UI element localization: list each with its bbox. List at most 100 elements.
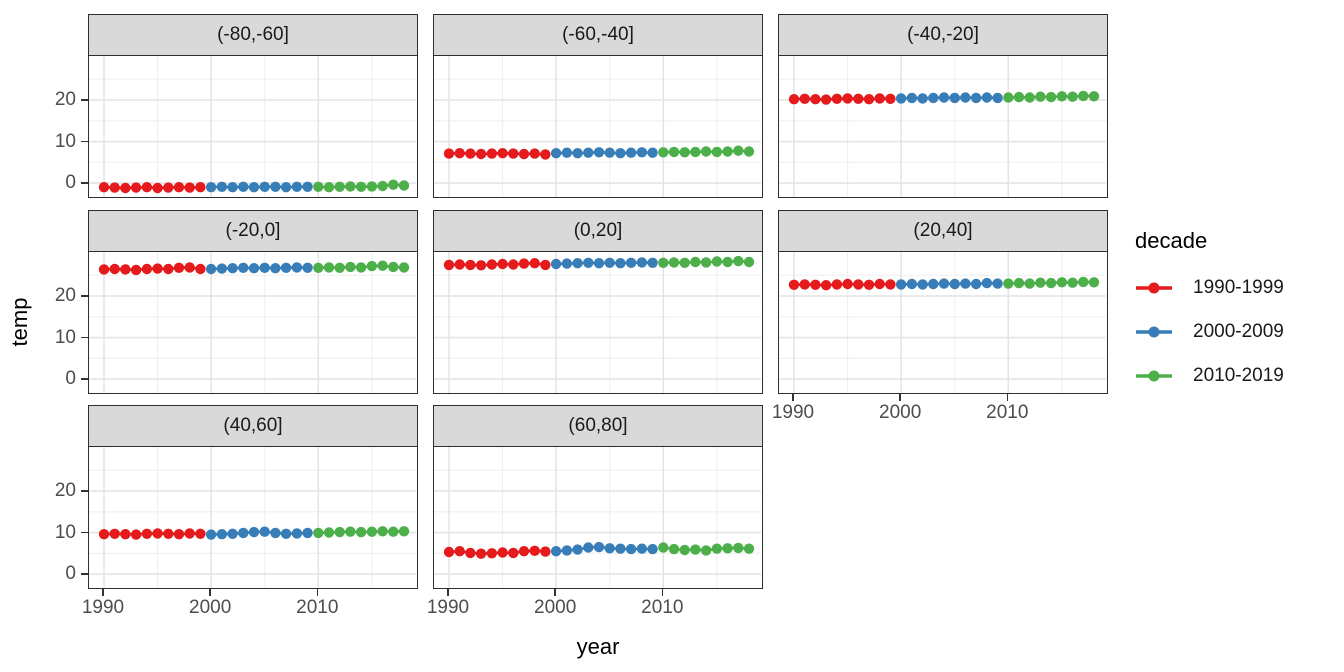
data-point	[831, 93, 843, 104]
series-line-2000-2009	[211, 530, 308, 536]
data-point	[690, 146, 701, 158]
legend-key-icon	[1136, 326, 1172, 338]
facet-plot-panel	[433, 56, 763, 198]
data-point	[163, 182, 174, 193]
data-point	[690, 544, 701, 555]
facet-plot-panel	[88, 447, 418, 589]
legend: decade 1990-1999 2000-2009 2010-2019	[1135, 228, 1284, 408]
data-point	[711, 146, 723, 158]
data-point	[788, 279, 800, 290]
facet-canvas	[434, 447, 761, 588]
y-axis-tick-label: 0	[65, 368, 76, 390]
data-point	[355, 262, 367, 273]
data-point	[615, 258, 626, 269]
data-point	[1045, 277, 1057, 289]
data-point	[1035, 277, 1046, 288]
y-axis-tick	[81, 140, 88, 143]
data-point	[1056, 91, 1068, 102]
data-point	[604, 147, 615, 158]
data-point	[366, 181, 378, 192]
data-point	[465, 148, 476, 159]
data-point	[205, 263, 217, 275]
data-point	[561, 545, 573, 556]
data-point	[970, 92, 982, 104]
data-point	[248, 263, 260, 274]
data-point	[615, 148, 626, 159]
data-point	[799, 93, 810, 104]
data-point	[733, 145, 744, 156]
y-axis-tick	[81, 99, 88, 101]
data-point	[302, 262, 313, 273]
data-point	[313, 181, 324, 192]
data-point	[885, 279, 896, 290]
data-point	[658, 147, 669, 158]
data-point	[184, 262, 195, 273]
data-point	[1045, 91, 1057, 103]
facet-canvas	[779, 252, 1106, 393]
facet-canvas	[434, 56, 761, 197]
facet--20-40-: (20,40]	[778, 210, 1108, 394]
data-point	[938, 92, 950, 103]
data-point	[497, 258, 508, 270]
x-axis-tick-label: 2000	[879, 402, 922, 423]
legend-item-2010-2019: 2010-2019	[1135, 364, 1284, 388]
data-point	[465, 259, 476, 271]
data-point	[334, 181, 345, 192]
facet-canvas	[434, 252, 761, 393]
data-point	[486, 548, 498, 559]
data-point	[486, 148, 498, 159]
data-point	[109, 263, 120, 275]
data-point	[679, 544, 690, 556]
facet-strip-label: (60,80]	[433, 405, 763, 447]
data-point	[668, 543, 680, 555]
y-axis-tick-label: 20	[54, 480, 76, 501]
data-point	[1088, 91, 1100, 102]
facet---60--40-: (-60,-40]	[433, 14, 763, 198]
data-point	[141, 182, 153, 193]
facet-plot-panel	[778, 56, 1108, 198]
data-point	[647, 257, 658, 268]
data-point	[227, 263, 238, 274]
legend-key-icon	[1136, 370, 1172, 382]
data-point	[475, 260, 487, 271]
data-point	[572, 544, 583, 555]
legend-key-point	[1148, 370, 1160, 382]
y-axis-tick	[81, 182, 88, 184]
data-point	[550, 148, 562, 159]
data-point	[173, 262, 185, 273]
data-point	[486, 259, 498, 270]
y-axis-tick-label: 0	[65, 172, 76, 194]
data-point	[970, 278, 982, 290]
x-axis-tick	[102, 589, 104, 596]
data-point	[141, 263, 153, 275]
data-point	[853, 93, 864, 104]
legend-item-2000-2009: 2000-2009	[1135, 320, 1284, 344]
data-point	[291, 262, 303, 273]
series-line-1990-1999	[103, 532, 201, 536]
data-point	[227, 182, 238, 193]
data-point	[842, 278, 853, 290]
data-point	[184, 182, 195, 193]
data-point	[291, 528, 303, 539]
series-line-2000-2009	[556, 545, 653, 553]
legend-item-label: 2010-2019	[1193, 365, 1284, 386]
facet-plot-panel	[433, 447, 763, 589]
data-point	[388, 526, 399, 537]
data-point	[475, 148, 487, 160]
x-axis-tick	[792, 394, 794, 401]
data-point	[679, 257, 690, 268]
data-point	[508, 547, 519, 559]
y-axis-tick-label: 10	[54, 521, 76, 543]
data-point	[917, 93, 928, 104]
data-point	[583, 542, 594, 553]
data-point	[863, 279, 875, 290]
y-axis-tick	[81, 336, 88, 339]
facet-strip-label: (20,40]	[778, 210, 1108, 252]
facet-plot-panel	[778, 252, 1108, 394]
series-line-2000-2009	[556, 150, 653, 155]
data-point	[1067, 91, 1078, 102]
data-point	[810, 94, 821, 105]
data-point	[345, 181, 356, 192]
data-point	[388, 261, 399, 273]
